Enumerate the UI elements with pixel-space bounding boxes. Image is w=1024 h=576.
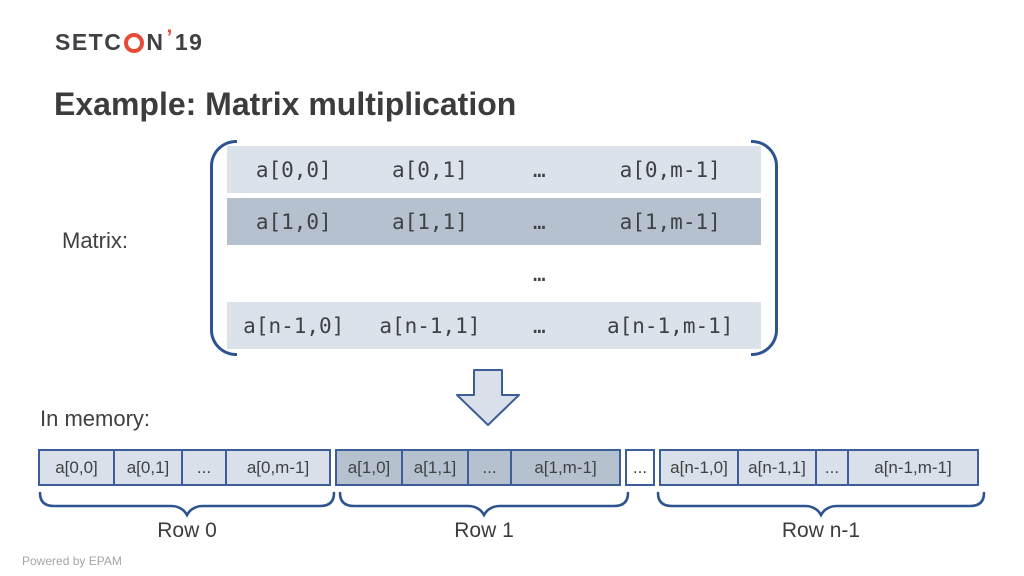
matrix-cell: a[0,1] [391, 157, 468, 182]
matrix-cell: a[1,0] [255, 209, 332, 234]
matrix-cell: a[0,0] [255, 157, 332, 182]
memory-cell: a[n-1,m-1] [847, 449, 979, 486]
matrix-cell: a[n-1,m-1] [606, 313, 734, 338]
matrix-cell: a[0,m-1] [619, 157, 721, 182]
matrix-cell: … [533, 157, 546, 182]
group-label-row-n-1: Row n-1 [781, 519, 861, 542]
memory-cell: ... [467, 449, 512, 486]
matrix-cell: … [533, 209, 546, 234]
memory-cell: a[n-1,0] [659, 449, 739, 486]
matrix-row-1: a[1,0] a[1,1] … a[1,m-1] [227, 198, 761, 245]
setcon-logo: SETC N ’ 19 [55, 25, 204, 56]
matrix-row-n-1: a[n-1,0] a[n-1,1] … a[n-1,m-1] [227, 302, 761, 349]
matrix-cell: a[1,m-1] [619, 209, 721, 234]
memory-cell: a[0,1] [113, 449, 183, 486]
footer-powered-by: Powered by EPAM [22, 554, 122, 568]
group-label-row-0: Row 0 [157, 519, 217, 542]
memory-cell-ellipsis: ... [625, 449, 655, 486]
logo-text-n: N [146, 29, 165, 55]
matrix-figure: a[0,0] a[0,1] … a[0,m-1] a[1,0] a[1,1] …… [210, 140, 778, 356]
matrix-cell: a[n-1,1] [379, 313, 481, 338]
memory-cell: a[1,m-1] [510, 449, 621, 486]
in-memory-label: In memory: [40, 406, 151, 431]
matrix-cell: a[1,1] [391, 209, 468, 234]
matrix-table: a[0,0] a[0,1] … a[0,m-1] a[1,0] a[1,1] …… [227, 146, 761, 354]
matrix-cell: … [533, 261, 546, 286]
logo-year: 19 [174, 29, 204, 55]
memory-cell: ... [181, 449, 227, 486]
logo-apostrophe: ’ [166, 25, 174, 49]
matrix-row-0: a[0,0] a[0,1] … a[0,m-1] [227, 146, 761, 193]
group-label-row-1: Row 1 [454, 519, 514, 542]
underbrace-row-0 [38, 490, 336, 518]
matrix-row-ellipsis: … [227, 250, 761, 297]
memory-cell: a[1,0] [335, 449, 403, 486]
memory-cell: ... [815, 449, 849, 486]
logo-text-setc: SETC [55, 29, 123, 55]
arrow-down-icon [455, 369, 521, 427]
matrix-label: Matrix: [62, 228, 128, 253]
slide-title: Example: Matrix multiplication [54, 86, 517, 122]
memory-strip: a[0,0] a[0,1] ... a[0,m-1] a[1,0] a[1,1]… [38, 449, 979, 486]
memory-cell: a[1,1] [401, 449, 469, 486]
matrix-cell: … [533, 313, 546, 338]
memory-cell: a[0,m-1] [225, 449, 331, 486]
memory-cell: a[n-1,1] [737, 449, 817, 486]
underbrace-row-n-1 [656, 490, 986, 518]
logo-o-ring-icon [124, 32, 145, 53]
matrix-cell: a[n-1,0] [243, 313, 345, 338]
underbrace-row-1 [338, 490, 630, 518]
memory-cell: a[0,0] [38, 449, 115, 486]
